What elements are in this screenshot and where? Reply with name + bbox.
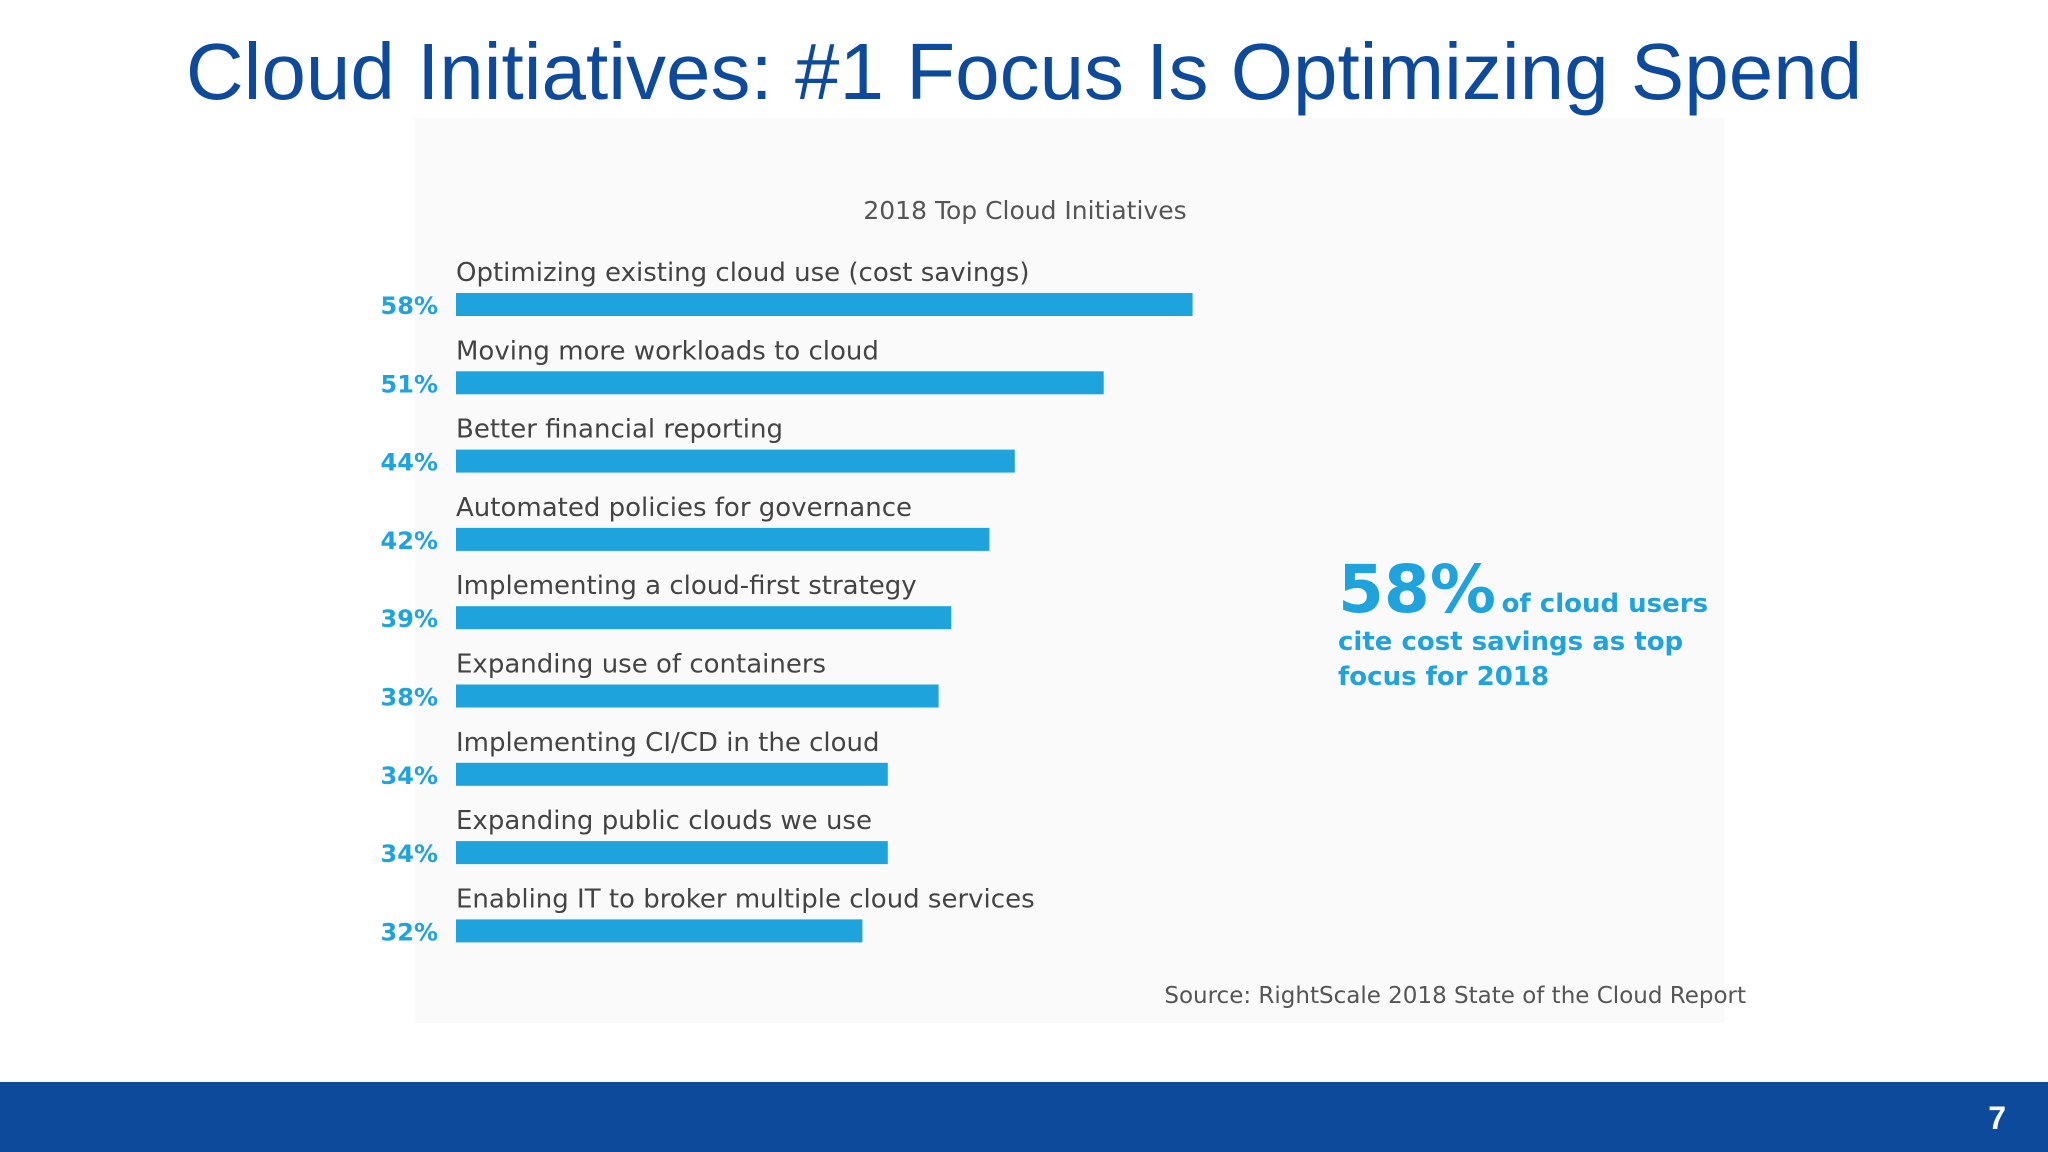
category-label: Implementing CI/CD in the cloud	[456, 728, 880, 758]
category-label: Better financial reporting	[456, 415, 783, 445]
value-label: 58%	[381, 292, 438, 320]
bar	[456, 841, 888, 865]
page-number: 7	[1988, 1100, 2006, 1136]
category-label: Moving more workloads to cloud	[456, 336, 879, 366]
callout-percent: 58%	[1338, 551, 1496, 628]
callout-line1: of cloud users	[1501, 589, 1709, 619]
bar	[456, 449, 1015, 473]
category-label: Optimizing existing cloud use (cost savi…	[456, 258, 1030, 288]
slide-title: Cloud Initiatives: #1 Focus Is Optimizin…	[185, 27, 1863, 116]
value-label: 44%	[381, 449, 438, 477]
bar	[456, 527, 990, 551]
chart-source: Source: RightScale 2018 State of the Clo…	[1164, 983, 1746, 1009]
value-label: 39%	[381, 605, 438, 633]
callout: 58% of cloud users cite cost savings as …	[1338, 555, 1758, 695]
category-label: Expanding public clouds we use	[456, 806, 872, 836]
bar	[456, 371, 1104, 395]
bar	[456, 919, 863, 943]
value-label: 34%	[381, 840, 438, 868]
bars-group: Optimizing existing cloud use (cost savi…	[381, 258, 1193, 946]
category-label: Implementing a cloud-first strategy	[456, 571, 917, 601]
value-label: 42%	[381, 527, 438, 555]
value-label: 38%	[381, 684, 438, 712]
value-label: 32%	[381, 918, 438, 946]
bar	[456, 762, 888, 786]
category-label: Automated policies for governance	[456, 493, 912, 523]
bar	[456, 293, 1193, 316]
category-label: Enabling IT to broker multiple cloud ser…	[456, 884, 1035, 914]
callout-line2: cite cost savings as top	[1338, 627, 1684, 657]
footer-bar: 7	[0, 1082, 2048, 1152]
callout-line3: focus for 2018	[1338, 662, 1550, 692]
bar	[456, 606, 952, 630]
value-label: 34%	[381, 762, 438, 790]
chart-panel	[415, 118, 1725, 1023]
bar	[456, 684, 939, 708]
value-label: 51%	[381, 370, 438, 398]
category-label: Expanding use of containers	[456, 650, 826, 680]
chart-title: 2018 Top Cloud Initiatives	[863, 196, 1186, 225]
